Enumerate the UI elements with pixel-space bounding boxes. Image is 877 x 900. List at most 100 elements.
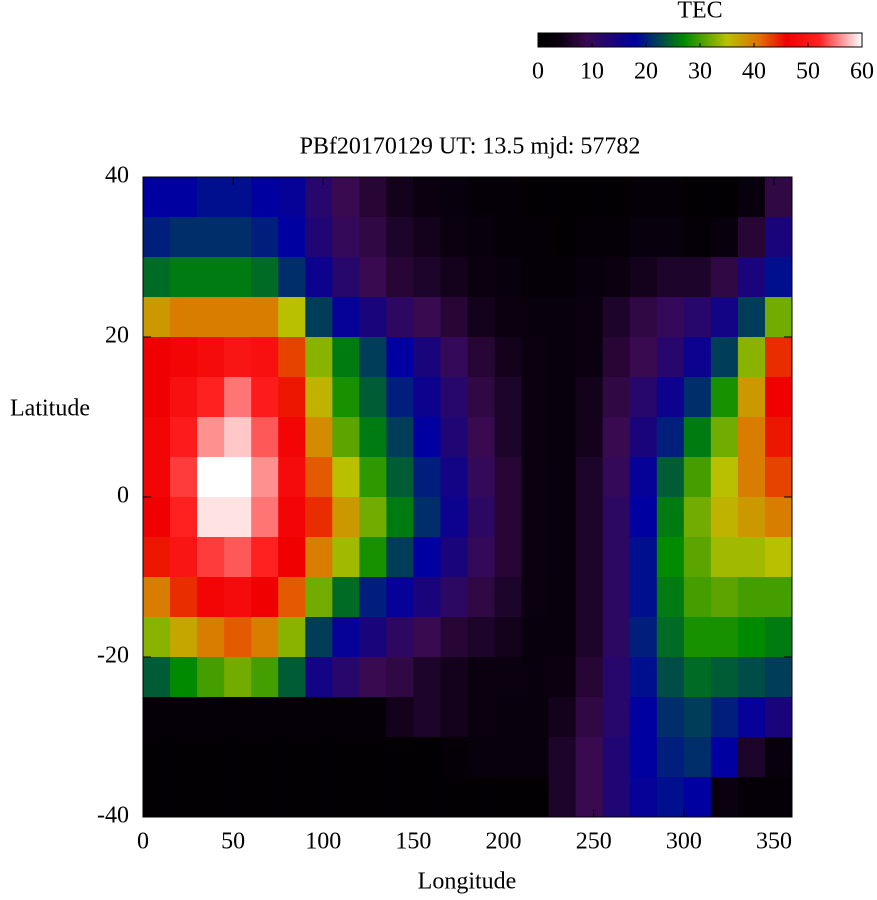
heat-cell bbox=[224, 417, 252, 458]
heat-cell bbox=[656, 417, 685, 458]
heat-cell bbox=[359, 777, 387, 818]
colorbar-tick-label: 20 bbox=[634, 59, 658, 85]
heat-cell bbox=[251, 617, 279, 658]
heat-cell bbox=[467, 377, 496, 418]
heat-cell bbox=[170, 497, 198, 538]
heat-cell bbox=[683, 537, 712, 578]
heat-cell bbox=[467, 657, 496, 698]
heat-cell bbox=[683, 777, 712, 818]
heat-cell bbox=[602, 537, 631, 578]
heat-cell bbox=[629, 617, 658, 658]
heat-cell bbox=[332, 417, 360, 458]
heat-cell bbox=[197, 177, 225, 218]
heat-cell bbox=[737, 417, 766, 458]
heat-cell bbox=[710, 737, 739, 778]
y-tick-label: 0 bbox=[117, 483, 129, 509]
heat-cell bbox=[521, 457, 550, 498]
heat-cell bbox=[143, 217, 171, 258]
heat-cell bbox=[197, 577, 225, 618]
heat-cell bbox=[467, 417, 496, 458]
x-tick-label: 150 bbox=[395, 829, 431, 855]
heat-cell bbox=[170, 377, 198, 418]
heat-cell bbox=[683, 257, 712, 298]
heat-cell bbox=[278, 457, 306, 498]
heat-cell bbox=[737, 777, 766, 818]
heat-cell bbox=[251, 297, 279, 338]
heat-cell bbox=[143, 337, 171, 378]
heat-cell bbox=[521, 617, 550, 658]
heat-cell bbox=[710, 217, 739, 258]
heat-cell bbox=[251, 257, 279, 298]
heat-cell bbox=[224, 377, 252, 418]
heat-cell bbox=[575, 377, 604, 418]
heat-cell bbox=[413, 777, 441, 818]
heat-cell bbox=[656, 737, 685, 778]
heat-cell bbox=[143, 577, 171, 618]
heat-cell bbox=[386, 617, 414, 658]
heat-cell bbox=[521, 297, 550, 338]
heat-cell bbox=[548, 417, 577, 458]
heat-cell bbox=[305, 577, 333, 618]
heat-cell bbox=[251, 537, 279, 578]
heat-cell bbox=[629, 257, 658, 298]
heat-cell bbox=[656, 217, 685, 258]
heat-cell bbox=[494, 177, 523, 218]
heat-cell bbox=[332, 377, 360, 418]
heat-cell bbox=[656, 497, 685, 538]
heat-cell bbox=[170, 417, 198, 458]
heat-cell bbox=[386, 577, 414, 618]
heat-cell bbox=[467, 617, 496, 658]
heat-cell bbox=[737, 697, 766, 738]
heat-cell bbox=[278, 417, 306, 458]
heat-cell bbox=[332, 657, 360, 698]
heat-cell bbox=[602, 497, 631, 538]
heat-cell bbox=[656, 577, 685, 618]
colorbar-tick-label: 50 bbox=[796, 59, 820, 85]
heat-cell bbox=[170, 297, 198, 338]
heat-cell bbox=[440, 657, 468, 698]
heat-cell bbox=[683, 737, 712, 778]
heat-cell bbox=[575, 417, 604, 458]
heat-cell bbox=[440, 737, 468, 778]
heat-cell bbox=[548, 577, 577, 618]
heat-cell bbox=[494, 217, 523, 258]
heat-cell bbox=[467, 737, 496, 778]
heat-cell bbox=[251, 337, 279, 378]
heat-cell bbox=[305, 417, 333, 458]
heat-cell bbox=[197, 697, 225, 738]
heat-cell bbox=[764, 537, 793, 578]
heat-cell bbox=[629, 537, 658, 578]
heat-cell bbox=[494, 297, 523, 338]
heat-cell bbox=[602, 457, 631, 498]
heat-cell bbox=[548, 697, 577, 738]
heat-cell bbox=[656, 537, 685, 578]
heat-cell bbox=[386, 177, 414, 218]
heat-cell bbox=[494, 697, 523, 738]
heat-cell bbox=[197, 617, 225, 658]
heat-cell bbox=[143, 297, 171, 338]
heat-cell bbox=[278, 617, 306, 658]
heat-cell bbox=[602, 577, 631, 618]
heat-cell bbox=[332, 737, 360, 778]
heat-cell bbox=[494, 577, 523, 618]
heat-cell bbox=[602, 377, 631, 418]
heat-cell bbox=[656, 457, 685, 498]
heat-cell bbox=[413, 297, 441, 338]
heat-cell bbox=[683, 297, 712, 338]
heat-cell bbox=[224, 577, 252, 618]
heat-cell bbox=[467, 297, 496, 338]
heat-cell bbox=[278, 777, 306, 818]
heat-cell bbox=[467, 697, 496, 738]
heat-cell bbox=[494, 777, 523, 818]
heat-cell bbox=[629, 377, 658, 418]
heat-cell bbox=[629, 497, 658, 538]
heat-cell bbox=[278, 497, 306, 538]
heat-cell bbox=[737, 577, 766, 618]
heat-cell bbox=[575, 497, 604, 538]
heat-cell bbox=[494, 497, 523, 538]
colorbar-tick-label: 0 bbox=[532, 59, 544, 85]
heat-cell bbox=[413, 377, 441, 418]
heat-cell bbox=[683, 457, 712, 498]
heat-cell bbox=[683, 697, 712, 738]
heat-cell bbox=[494, 617, 523, 658]
